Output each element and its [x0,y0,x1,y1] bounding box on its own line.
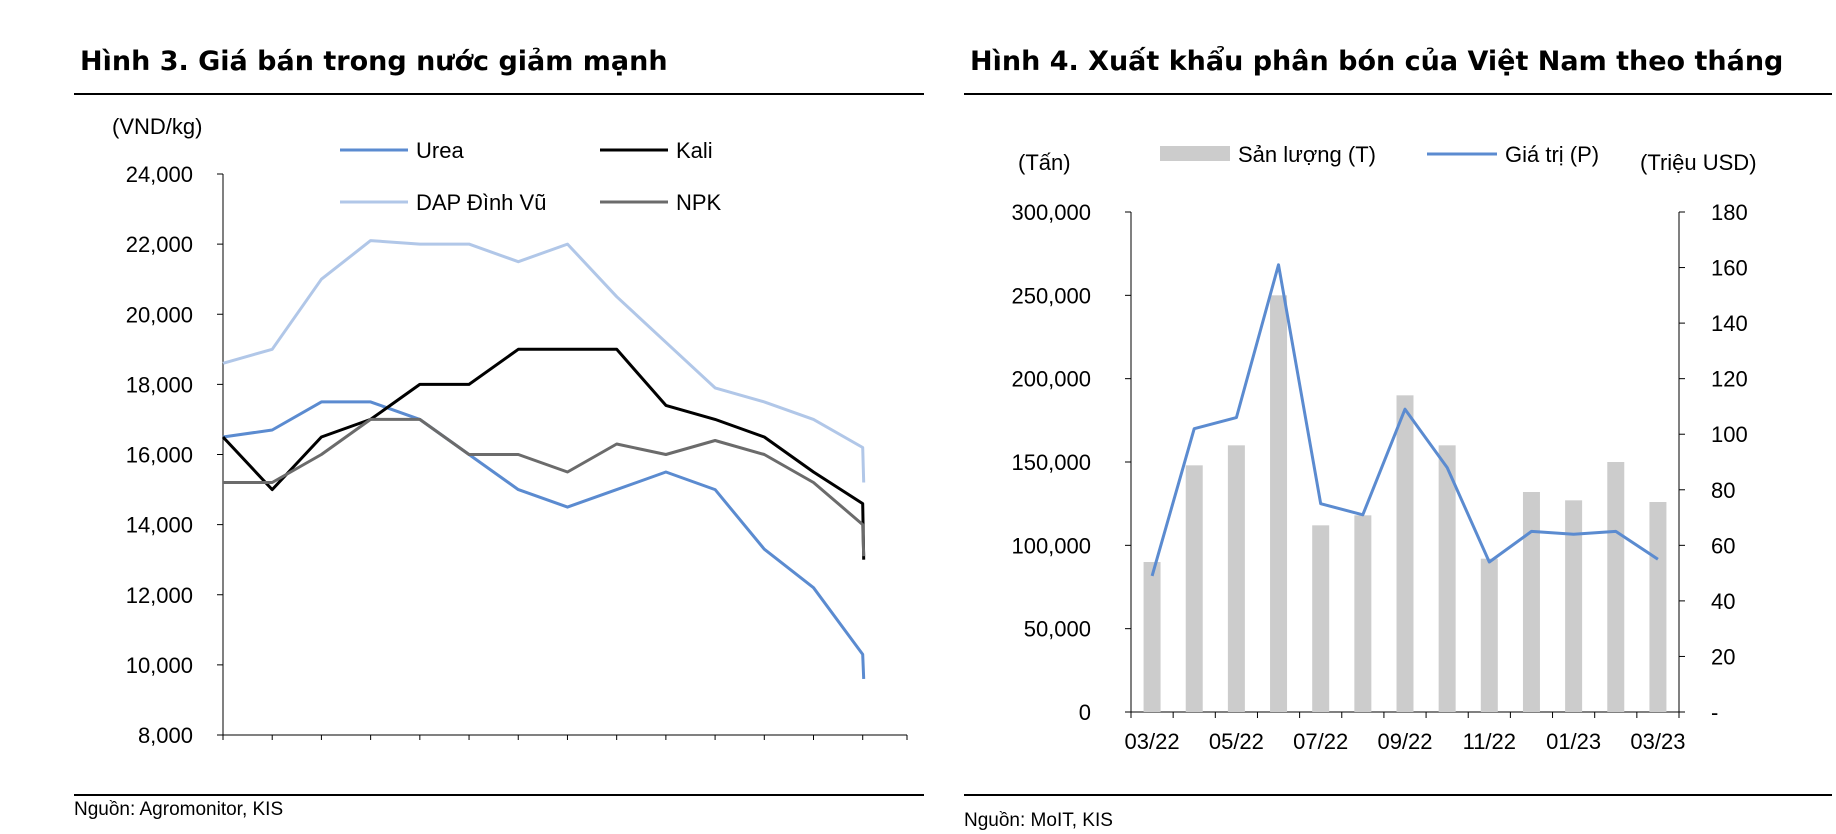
left-y-tick-label: 0 [1079,700,1091,725]
bar-08/22 [1354,515,1372,712]
right-y-tick-label: 160 [1711,256,1748,281]
bar-09/22 [1396,395,1414,712]
bar-03/22 [1143,562,1161,712]
y-tick-label: 24,000 [126,162,193,187]
left-y-tick-label: 50,000 [1024,617,1091,642]
right-y-tick-label: 140 [1711,311,1748,336]
right-y-tick-label: 40 [1711,589,1735,614]
bottom-rule [964,794,1832,796]
left-axis-label: (Tấn) [1018,150,1071,175]
bar-05/22 [1227,445,1245,712]
bar-02/23 [1607,462,1625,712]
bar-03/23 [1649,502,1667,712]
legend-label: DAP Đình Vũ [416,190,546,215]
y-tick-label: 16,000 [126,443,193,468]
left-y-tick-label: 250,000 [1011,283,1091,308]
right-y-tick-label: - [1711,700,1718,725]
y-tick-label: 14,000 [126,513,193,538]
right-axis-label: (Triệu USD) [1640,150,1757,175]
series-line-kali [221,347,866,560]
right-y-tick-label: 120 [1711,367,1748,392]
legend-label: Giá trị (P) [1505,142,1599,167]
left-y-tick-label: 200,000 [1011,367,1091,392]
bar-11/22 [1480,558,1498,712]
series-line-dap-nh-v- [222,239,866,483]
source-note: Nguồn: MoIT, KIS [964,810,1113,831]
figure-title: Hình 3. Giá bán trong nước giảm mạnh [80,46,668,77]
x-tick-label: 03/22 [1125,729,1180,754]
title-rule [964,93,1832,95]
right-y-tick-label: 60 [1711,533,1735,558]
y-tick-label: 18,000 [126,372,193,397]
x-tick-label: 05/22 [1209,729,1264,754]
right-y-tick-label: 180 [1711,200,1748,225]
export-combo-chart: 0 50,000 100,000 150,000 200,000 250,000 300,0… [1011,142,1757,754]
y-tick-label: 22,000 [126,232,193,257]
left-y-tick-label: 300,000 [1011,200,1091,225]
series-line-urea [222,400,866,679]
y-tick-label: 20,000 [126,302,193,327]
left-figure: Hình 3. Giá bán trong nước giảm mạnh 8,0… [74,46,924,820]
title-rule [74,93,924,95]
series-line-value [1150,263,1659,577]
bar-06/22 [1270,295,1288,712]
x-tick-label: 11/22 [1463,729,1516,754]
right-y-tick-label: 80 [1711,478,1735,503]
x-tick-label: 09/22 [1377,729,1432,754]
x-tick-label: 07/22 [1293,729,1348,754]
x-tick-label: 03/23 [1630,729,1685,754]
right-y-tick-label: 100 [1711,422,1748,447]
legend-label: Kali [676,138,713,163]
figure-title: Hình 4. Xuất khẩu phân bón của Việt Nam … [970,46,1784,77]
source-note: Nguồn: Agromonitor, KIS [74,799,284,820]
bar-07/22 [1312,525,1330,712]
y-axis-label: (VND/kg) [112,114,202,139]
legend-swatch-bar [1160,146,1230,161]
right-y-tick-label: 20 [1711,644,1735,669]
y-tick-label: 8,000 [138,723,193,748]
legend-label: NPK [676,190,722,215]
legend-label: Urea [416,138,464,163]
bar-10/22 [1438,445,1456,712]
y-tick-label: 10,000 [126,653,193,678]
series-line-npk [223,417,866,557]
y-tick-label: 12,000 [126,583,193,608]
left-y-tick-label: 150,000 [1011,450,1091,475]
x-tick-label: 01/23 [1546,729,1601,754]
left-y-tick-label: 100,000 [1011,533,1091,558]
right-figure: Hình 4. Xuất khẩu phân bón của Việt Nam … [960,0,1836,834]
price-line-chart: 8,000 10,000 12,000 14,000 16,000 18,000 20,00… [112,114,908,748]
bar-12/22 [1522,492,1540,712]
bottom-rule [74,794,924,796]
bar-04/22 [1185,465,1203,712]
legend-label: Sản lượng (T) [1238,142,1376,167]
bar-01/23 [1565,500,1583,712]
